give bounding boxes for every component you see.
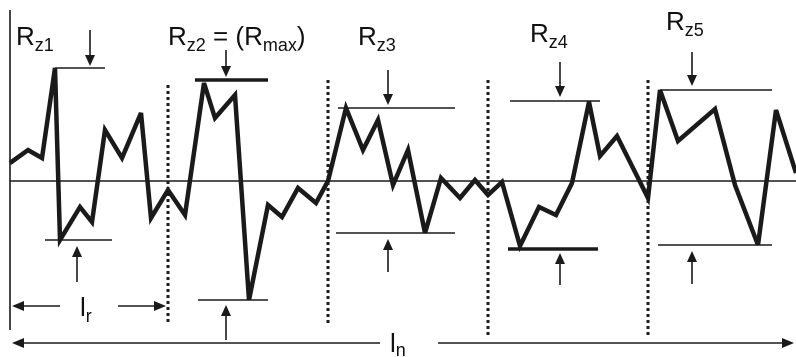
rz4-bottom-arrow-head (555, 253, 565, 264)
lr-label: lr (80, 292, 92, 326)
rz1-bottom-arrow-head (72, 246, 82, 257)
rz5-label: Rz5 (666, 6, 704, 40)
lr-arrow-right-head (154, 301, 166, 311)
rz1-label: Rz1 (16, 21, 54, 55)
rz2-label: Rz2 = (Rmax) (168, 21, 306, 55)
rz1-top-arrow-head (85, 55, 95, 66)
rz3-label: Rz3 (358, 21, 396, 55)
ln-label: ln (390, 328, 406, 357)
rz5-bottom-arrow-head (687, 251, 697, 262)
lr-arrow-left-head (12, 301, 24, 311)
rz4-top-arrow-head (555, 86, 565, 97)
ln-arrow-right-head (782, 338, 794, 348)
rz3-top-arrow-head (383, 94, 393, 105)
rz2-top-arrow-head (221, 66, 231, 77)
rz4-label: Rz4 (530, 18, 568, 52)
rz3-bottom-arrow-head (383, 239, 393, 250)
ln-arrow-left-head (12, 338, 24, 348)
roughness-profile-line (8, 67, 796, 301)
rz2-bottom-arrow-head (221, 305, 231, 316)
rz5-top-arrow-head (687, 75, 697, 86)
